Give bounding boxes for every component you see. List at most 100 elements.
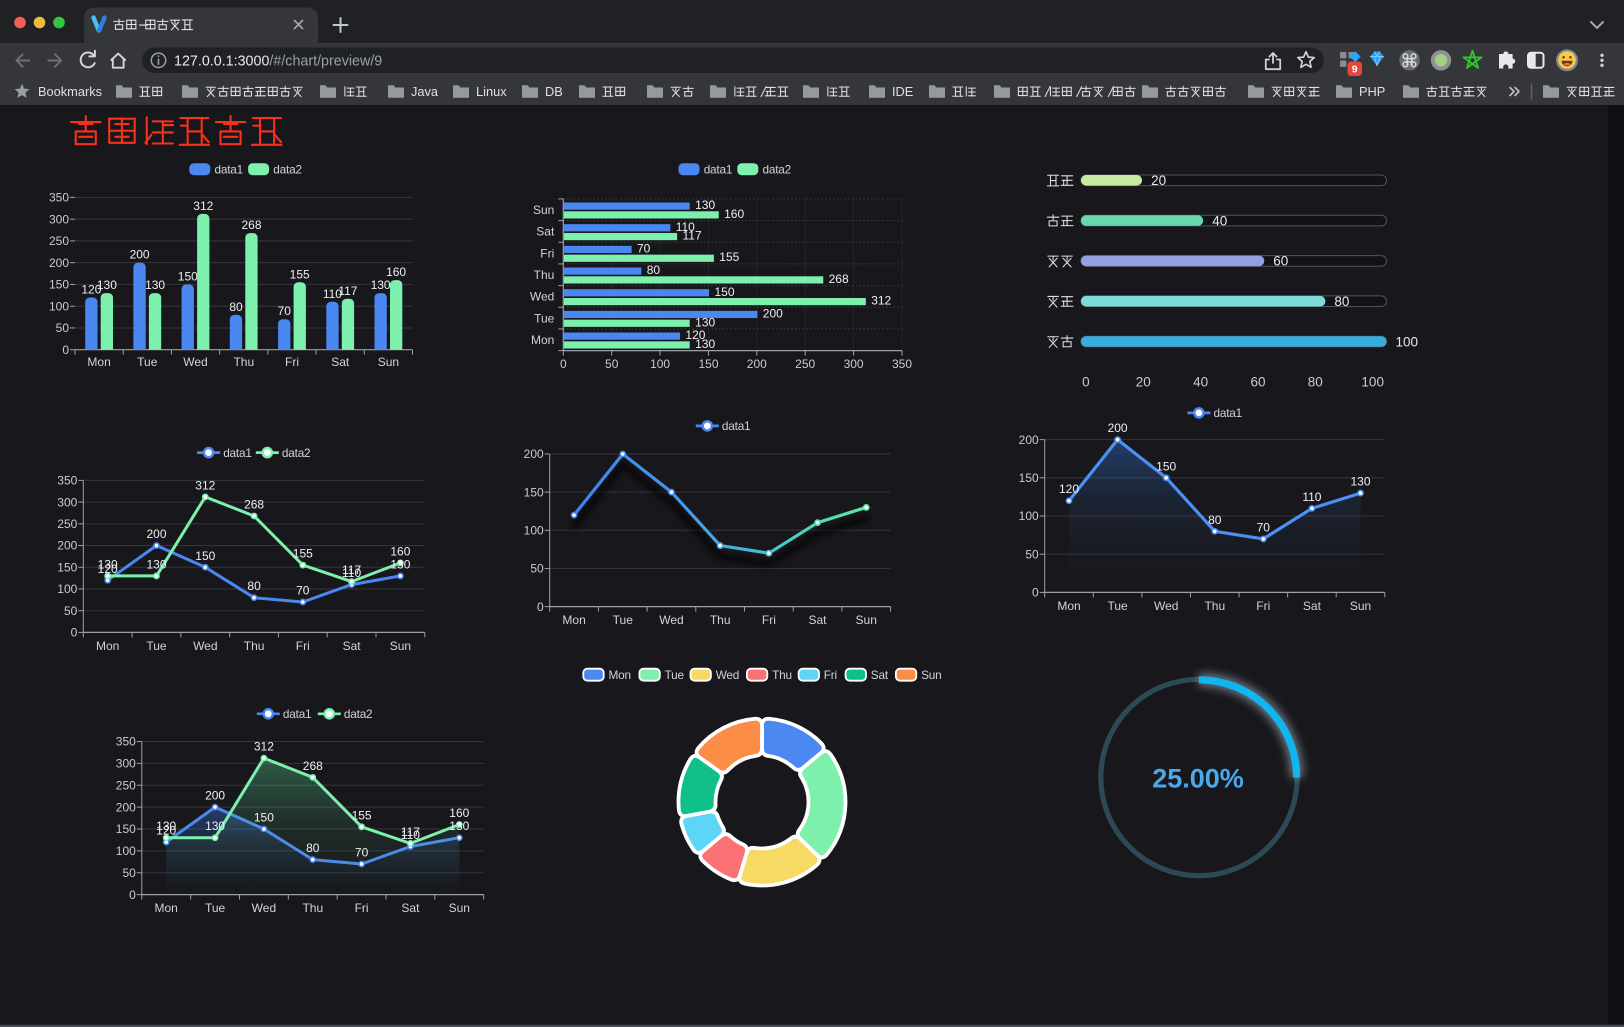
svg-text:Sun: Sun <box>533 203 554 217</box>
svg-text:268: 268 <box>829 272 849 286</box>
svg-text:Sun: Sun <box>449 901 470 915</box>
svg-text:200: 200 <box>205 789 225 803</box>
svg-text:100: 100 <box>1396 334 1419 349</box>
svg-text:Linux: Linux <box>476 84 507 99</box>
svg-text:data1: data1 <box>722 419 751 433</box>
svg-text:Sun: Sun <box>378 355 399 369</box>
svg-text:50: 50 <box>122 866 136 880</box>
svg-text:Mon: Mon <box>1057 599 1080 613</box>
svg-text:50: 50 <box>605 357 619 371</box>
svg-text:25.00%: 25.00% <box>1152 764 1244 794</box>
svg-text:Mon: Mon <box>96 639 119 653</box>
svg-text:40: 40 <box>1212 213 1227 228</box>
svg-text:350: 350 <box>49 191 69 205</box>
svg-text:120: 120 <box>685 328 705 342</box>
svg-text:70: 70 <box>1257 520 1271 534</box>
svg-text:130: 130 <box>145 278 165 292</box>
svg-text:0: 0 <box>129 888 136 902</box>
svg-text:200: 200 <box>130 248 150 262</box>
svg-text:150: 150 <box>698 357 718 371</box>
svg-text:130: 130 <box>695 198 715 212</box>
svg-text:200: 200 <box>1108 421 1128 435</box>
svg-text:155: 155 <box>293 547 313 561</box>
svg-text:Tue: Tue <box>146 639 167 653</box>
svg-text:100: 100 <box>650 357 670 371</box>
svg-text:110: 110 <box>401 828 420 842</box>
svg-text:Sat: Sat <box>1303 599 1322 613</box>
svg-text:312: 312 <box>871 294 891 308</box>
svg-text:Thu: Thu <box>534 268 555 282</box>
svg-text:350: 350 <box>892 357 912 371</box>
svg-text:200: 200 <box>1019 433 1039 447</box>
svg-text:PHP: PHP <box>1359 84 1385 99</box>
svg-text:250: 250 <box>116 778 136 792</box>
svg-text:150: 150 <box>116 822 136 836</box>
svg-text:0: 0 <box>1082 375 1090 390</box>
svg-text:0: 0 <box>62 343 69 357</box>
svg-text:Tue: Tue <box>137 355 158 369</box>
svg-text:50: 50 <box>530 562 544 576</box>
svg-text:Sat: Sat <box>343 639 362 653</box>
svg-text:150: 150 <box>524 485 544 499</box>
svg-text:155: 155 <box>719 250 739 264</box>
svg-text:Tue: Tue <box>534 311 555 325</box>
svg-text:Wed: Wed <box>530 290 554 304</box>
svg-text:Sat: Sat <box>536 225 555 239</box>
svg-text:268: 268 <box>303 759 323 773</box>
svg-text:IDE: IDE <box>892 84 913 99</box>
svg-text:data2: data2 <box>763 162 792 176</box>
svg-text:Sat: Sat <box>808 613 827 627</box>
svg-text:60: 60 <box>1273 254 1288 269</box>
svg-text:150: 150 <box>1019 471 1039 485</box>
svg-text:20: 20 <box>1136 375 1151 390</box>
svg-text:110: 110 <box>323 287 342 301</box>
svg-text:150: 150 <box>57 561 77 575</box>
svg-text:120: 120 <box>1059 482 1079 496</box>
svg-text:Wed: Wed <box>193 639 217 653</box>
svg-text:100: 100 <box>116 844 136 858</box>
svg-text:Mon: Mon <box>562 613 585 627</box>
svg-text:100: 100 <box>1361 375 1384 390</box>
svg-text:268: 268 <box>244 498 264 512</box>
svg-text:300: 300 <box>57 495 77 509</box>
svg-text:Wed: Wed <box>252 901 276 915</box>
svg-text:50: 50 <box>1025 547 1039 561</box>
svg-text:data1: data1 <box>704 162 733 176</box>
svg-text:Java: Java <box>411 84 439 99</box>
svg-text:200: 200 <box>763 307 783 321</box>
svg-text:data2: data2 <box>273 162 302 176</box>
svg-text:130: 130 <box>695 315 715 329</box>
svg-text:Sun: Sun <box>1350 599 1371 613</box>
svg-text:70: 70 <box>355 846 369 860</box>
svg-text:117: 117 <box>338 284 357 298</box>
svg-text:120: 120 <box>81 283 101 297</box>
svg-text:80: 80 <box>1208 513 1222 527</box>
svg-text:Sun: Sun <box>390 639 411 653</box>
svg-text:117: 117 <box>401 825 420 839</box>
svg-text:Thu: Thu <box>233 355 254 369</box>
svg-text:160: 160 <box>386 265 406 279</box>
svg-text:312: 312 <box>195 478 215 492</box>
svg-text:Wed: Wed <box>659 613 683 627</box>
svg-text:40: 40 <box>1193 375 1208 390</box>
svg-text:Fri: Fri <box>296 639 310 653</box>
svg-text:150: 150 <box>49 278 69 292</box>
svg-text:130: 130 <box>390 557 410 571</box>
svg-text:300: 300 <box>116 757 136 771</box>
svg-text:80: 80 <box>247 579 261 593</box>
svg-text:150: 150 <box>715 285 735 299</box>
svg-text:data1: data1 <box>1214 406 1243 420</box>
svg-text:Thu: Thu <box>1204 599 1225 613</box>
svg-text:50: 50 <box>56 321 70 335</box>
svg-text:150: 150 <box>195 549 215 563</box>
svg-text:80: 80 <box>229 300 243 314</box>
svg-text:150: 150 <box>254 811 274 825</box>
svg-text:Wed: Wed <box>716 668 739 682</box>
svg-text:Fri: Fri <box>1256 599 1270 613</box>
svg-text:117: 117 <box>342 563 361 577</box>
svg-text:117: 117 <box>683 229 702 243</box>
svg-text:80: 80 <box>306 841 320 855</box>
svg-text:Mon: Mon <box>155 901 178 915</box>
svg-text:Mon: Mon <box>87 355 110 369</box>
svg-text:Sun: Sun <box>921 668 941 682</box>
